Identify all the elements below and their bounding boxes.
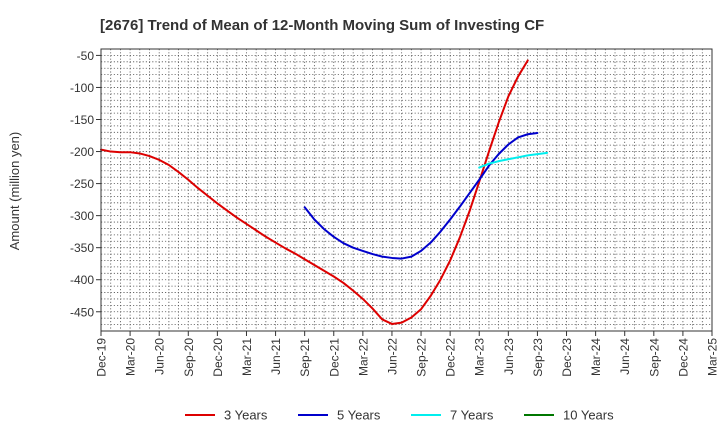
series-lines: [100, 59, 549, 325]
y-axis-label: Amount (million yen): [7, 132, 22, 251]
x-tick-label: Dec-22: [444, 338, 458, 377]
plot-frame: [100, 48, 713, 332]
series-line-5-years: [303, 131, 539, 260]
y-axis: -50 -100 -150 -200 -250 -300 -350 -400 -450: [70, 49, 101, 319]
y-tick-label: -400: [70, 273, 94, 287]
x-tick-label: Mar-25: [706, 338, 720, 376]
x-axis: Dec-19 Mar-20 Jun-20 Sep-20 Dec-20 Mar-21 Jun-…: [95, 331, 720, 377]
legend: 3 Years 5 Years 7 Years 10 Years: [185, 408, 614, 423]
x-tick-label: Dec-21: [327, 338, 341, 377]
y-tick-label: -300: [70, 209, 94, 223]
y-tick-label: -250: [70, 177, 94, 191]
y-tick-label: -450: [70, 305, 94, 319]
x-tick-label: Jun-23: [502, 338, 516, 375]
x-tick-label: Dec-20: [211, 338, 225, 377]
y-tick-label: -350: [70, 241, 94, 255]
y-tick-label: -100: [70, 81, 94, 95]
x-tick-label: Sep-24: [647, 338, 661, 377]
x-tick-label: Mar-24: [589, 338, 603, 376]
x-tick-label: Mar-20: [124, 338, 138, 376]
y-tick-label: -200: [70, 145, 94, 159]
x-tick-label: Sep-20: [182, 338, 196, 377]
x-tick-label: Sep-23: [531, 338, 545, 377]
legend-label-7-years: 7 Years: [450, 408, 494, 423]
legend-label-5-years: 5 Years: [337, 408, 381, 423]
chart-title: [2676] Trend of Mean of 12-Month Moving …: [100, 17, 544, 34]
x-tick-label: Mar-22: [356, 338, 370, 376]
x-tick-label: Jun-24: [618, 338, 632, 375]
x-tick-label: Dec-24: [676, 338, 690, 377]
y-tick-label: -50: [77, 49, 95, 63]
series-line-3-years: [100, 59, 529, 325]
x-tick-label: Sep-22: [415, 338, 429, 377]
series-line-7-years: [478, 151, 549, 169]
x-tick-label: Jun-22: [385, 338, 399, 375]
x-tick-label: Mar-23: [473, 338, 487, 376]
grid: [101, 49, 712, 331]
legend-label-3-years: 3 Years: [224, 408, 268, 423]
legend-label-10-years: 10 Years: [563, 408, 614, 423]
x-tick-label: Dec-23: [560, 338, 574, 377]
x-tick-label: Jun-21: [269, 338, 283, 375]
x-tick-label: Dec-19: [95, 338, 109, 377]
x-tick-label: Mar-21: [240, 338, 254, 376]
y-tick-label: -150: [70, 113, 94, 127]
x-tick-label: Jun-20: [153, 338, 167, 375]
x-tick-label: Sep-21: [298, 338, 312, 377]
